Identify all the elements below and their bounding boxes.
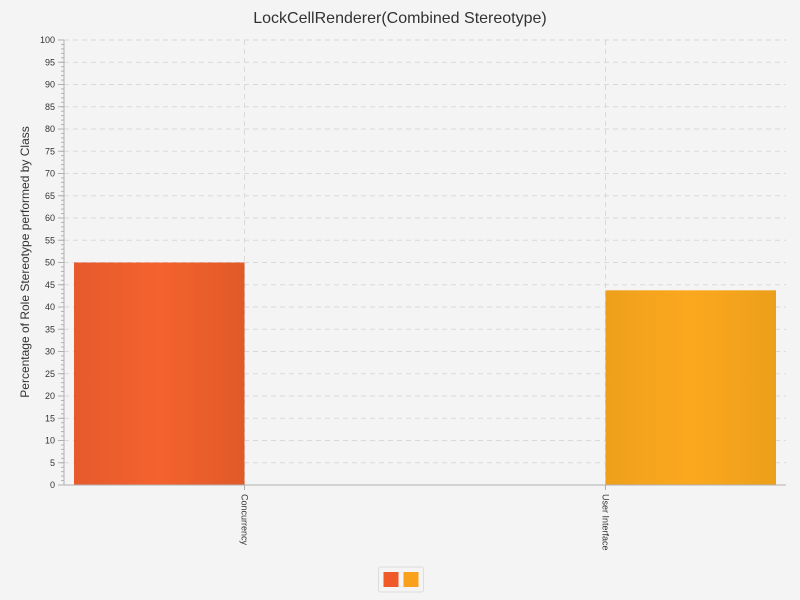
y-tick-label: 50: [45, 258, 55, 268]
y-tick-label: 25: [45, 369, 55, 379]
legend-swatch: [403, 572, 419, 587]
y-axis-label: Percentage of Role Stereotype performed …: [18, 126, 32, 397]
y-tick-label: 20: [45, 391, 55, 401]
y-tick-label: 35: [45, 324, 55, 334]
y-tick-label: 90: [45, 80, 55, 90]
bar-concurrency: [74, 262, 245, 485]
y-tick-label: 15: [45, 413, 55, 423]
y-tick-label: 80: [45, 124, 55, 134]
y-tick-label: 85: [45, 102, 55, 112]
y-tick-label: 75: [45, 146, 55, 156]
y-tick-label: 55: [45, 235, 55, 245]
y-tick-label: 60: [45, 213, 55, 223]
legend-swatch: [383, 572, 399, 587]
y-tick-label: 0: [50, 480, 55, 490]
y-tick-label: 65: [45, 191, 55, 201]
y-tick-label: 30: [45, 347, 55, 357]
y-tick-label: 5: [50, 458, 55, 468]
bar-user-interface: [605, 290, 776, 485]
chart-title: LockCellRenderer(Combined Stereotype): [253, 10, 546, 27]
x-category-label: User Interface: [601, 494, 611, 551]
y-tick-label: 45: [45, 280, 55, 290]
legend: [378, 566, 424, 593]
y-tick-label: 40: [45, 302, 55, 312]
axes: 0 5 10 15 20 25 30 35 40 45 50 55 60 65 70 75 80 85 90 95 10…: [40, 35, 786, 551]
y-tick-label: 10: [45, 436, 55, 446]
y-tick-label: 95: [45, 57, 55, 67]
x-category-label: Concurrency: [240, 494, 250, 546]
bars: [74, 262, 776, 485]
y-tick-label: 100: [40, 35, 55, 45]
y-tick-label: 70: [45, 169, 55, 179]
